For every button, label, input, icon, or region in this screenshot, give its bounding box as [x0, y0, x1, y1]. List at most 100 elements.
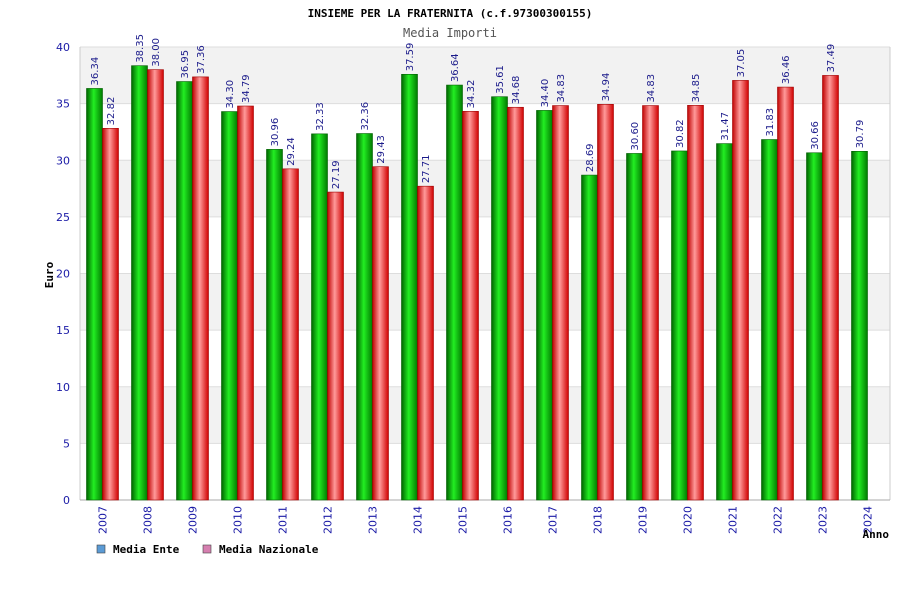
value-label: 38.35	[135, 34, 146, 63]
y-tick-label: 30	[56, 154, 70, 167]
value-label: 30.82	[675, 119, 686, 148]
x-tick-label: 2024	[862, 506, 875, 534]
x-tick-label: 2012	[322, 506, 335, 534]
bar-media-ente-2010	[221, 111, 238, 501]
grid-band	[80, 47, 890, 104]
grid-band	[80, 386, 890, 444]
x-tick-label: 2014	[412, 506, 425, 534]
bar-media-nazionale-2008	[147, 69, 164, 501]
x-tick-label: 2007	[97, 506, 110, 534]
value-label: 27.71	[421, 155, 432, 184]
legend-label-media-ente: Media Ente	[113, 543, 180, 556]
bar-media-nazionale-2022	[777, 86, 794, 501]
bar-media-ente-2023	[806, 152, 823, 501]
x-tick-label: 2022	[772, 506, 785, 534]
x-tick-label: 2008	[142, 506, 155, 534]
value-label: 31.83	[765, 108, 776, 137]
value-label: 36.95	[180, 50, 191, 79]
value-label: 37.36	[196, 45, 207, 74]
bar-media-ente-2019	[626, 153, 643, 501]
bar-media-ente-2018	[581, 174, 598, 501]
value-label: 37.59	[405, 43, 416, 72]
value-label: 34.79	[241, 74, 252, 103]
value-label: 32.36	[360, 102, 371, 131]
value-label: 35.61	[495, 65, 506, 94]
y-tick-label: 0	[63, 494, 70, 507]
x-tick-label: 2021	[727, 506, 740, 534]
value-label: 34.83	[646, 74, 657, 103]
value-labels: 36.34 38.35 36.95 34.30 30.96 32.33 32.36 37.59…	[90, 34, 866, 189]
value-label: 37.49	[826, 44, 837, 73]
x-axis-ticks: 2007 2008 2009 2010 2011 2012 2013 2014 2015 2016…	[97, 506, 875, 534]
bar-media-nazionale-2012	[327, 191, 344, 501]
bar-media-ente-2022	[761, 139, 778, 501]
x-tick-label: 2019	[637, 506, 650, 534]
y-tick-label: 35	[56, 98, 70, 111]
bar-media-ente-2021	[716, 143, 733, 501]
value-label: 28.69	[585, 143, 596, 172]
x-tick-label: 2011	[277, 506, 290, 534]
bar-media-ente-2020	[671, 150, 688, 501]
bar-media-ente-2013	[356, 133, 373, 501]
value-label: 30.66	[810, 121, 821, 150]
x-tick-label: 2018	[592, 506, 605, 534]
bar-media-ente-2014	[401, 73, 418, 501]
value-label: 30.79	[855, 120, 866, 149]
value-label: 34.40	[540, 79, 551, 108]
value-label: 30.60	[630, 122, 641, 151]
chart-subtitle: Media Importi	[403, 26, 497, 40]
x-tick-label: 2016	[502, 506, 515, 534]
x-tick-label: 2023	[817, 506, 830, 534]
y-tick-label: 5	[63, 437, 70, 450]
y-tick-label: 20	[56, 268, 70, 281]
bar-media-ente-2012	[311, 133, 328, 501]
value-label: 29.43	[376, 135, 387, 164]
bar-media-ente-2015	[446, 84, 463, 501]
bar-media-nazionale-2021	[732, 80, 749, 501]
bar-media-nazionale-2023	[822, 75, 839, 501]
bar-media-nazionale-2020	[687, 105, 704, 501]
x-tick-label: 2017	[547, 506, 560, 534]
value-label: 36.34	[90, 57, 101, 86]
y-tick-label: 40	[56, 41, 70, 54]
legend: Media Ente Media Nazionale	[96, 543, 319, 556]
bar-media-nazionale-2010	[237, 105, 254, 501]
grid-band	[80, 273, 890, 331]
y-tick-label: 25	[56, 211, 70, 224]
value-label: 36.64	[450, 53, 461, 82]
chart-title: INSIEME PER LA FRATERNITA (c.f.973003001…	[308, 7, 593, 20]
bar-media-ente-2009	[176, 81, 193, 501]
y-axis-ticks: 0 5 10 15 20 25 30 35 40	[56, 41, 70, 507]
legend-swatch-media-ente	[96, 544, 106, 554]
value-label: 27.19	[331, 160, 342, 189]
bar-media-ente-2017	[536, 110, 553, 501]
value-label: 30.96	[270, 118, 281, 147]
bars	[86, 65, 868, 501]
bar-media-ente-2016	[491, 96, 508, 501]
bar-media-nazionale-2014	[417, 185, 434, 501]
value-label: 34.94	[601, 73, 612, 102]
bar-media-ente-2024	[851, 151, 868, 501]
bar-media-nazionale-2018	[597, 104, 614, 501]
bar-media-nazionale-2015	[462, 111, 479, 501]
x-axis-label: Anno	[863, 528, 890, 541]
value-label: 36.46	[781, 55, 792, 84]
legend-label-media-nazionale: Media Nazionale	[219, 543, 319, 556]
value-label: 34.83	[556, 74, 567, 103]
gridlines	[79, 46, 891, 501]
value-label: 29.24	[286, 137, 297, 166]
bar-media-nazionale-2007	[102, 128, 119, 501]
x-tick-label: 2010	[232, 506, 245, 534]
x-tick-label: 2009	[187, 506, 200, 534]
x-tick-label: 2015	[457, 506, 470, 534]
y-axis-label: Euro	[43, 261, 56, 288]
value-label: 32.33	[315, 102, 326, 131]
bar-media-nazionale-2011	[282, 168, 299, 501]
value-label: 34.85	[691, 74, 702, 103]
value-label: 34.68	[511, 76, 522, 105]
value-label: 32.82	[106, 97, 117, 126]
x-tick-label: 2013	[367, 506, 380, 534]
grid-band	[80, 160, 890, 217]
value-label: 34.30	[225, 80, 236, 109]
